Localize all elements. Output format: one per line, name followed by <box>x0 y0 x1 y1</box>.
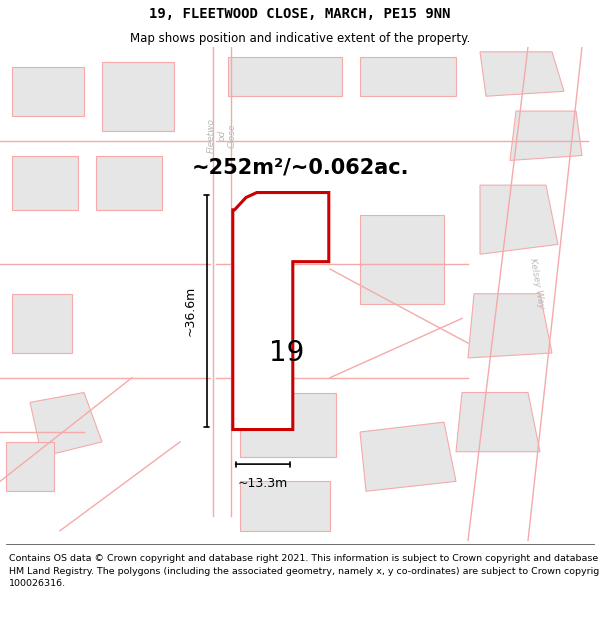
Polygon shape <box>240 392 336 457</box>
Polygon shape <box>240 481 330 531</box>
Text: Map shows position and indicative extent of the property.: Map shows position and indicative extent… <box>130 32 470 45</box>
Polygon shape <box>468 294 552 358</box>
Polygon shape <box>510 111 582 161</box>
Polygon shape <box>480 52 564 96</box>
Text: ~252m²/~0.062ac.: ~252m²/~0.062ac. <box>191 158 409 178</box>
Polygon shape <box>12 67 84 116</box>
Text: Kelsey Way: Kelsey Way <box>528 258 546 310</box>
Polygon shape <box>360 215 444 304</box>
Polygon shape <box>360 57 456 96</box>
Text: Contains OS data © Crown copyright and database right 2021. This information is : Contains OS data © Crown copyright and d… <box>9 554 600 588</box>
Polygon shape <box>30 392 102 457</box>
Text: ~36.6m: ~36.6m <box>184 286 197 336</box>
Text: 19, FLEETWOOD CLOSE, MARCH, PE15 9NN: 19, FLEETWOOD CLOSE, MARCH, PE15 9NN <box>149 7 451 21</box>
Polygon shape <box>12 156 78 210</box>
Polygon shape <box>233 192 329 429</box>
Text: 19: 19 <box>269 339 304 367</box>
Polygon shape <box>12 294 72 353</box>
Polygon shape <box>228 57 342 96</box>
Polygon shape <box>480 185 558 254</box>
Polygon shape <box>6 442 54 491</box>
Polygon shape <box>360 422 456 491</box>
Text: ~13.3m: ~13.3m <box>238 478 288 491</box>
Polygon shape <box>96 156 162 210</box>
Polygon shape <box>456 392 540 452</box>
Text: Fleetwo
od
Close: Fleetwo od Close <box>207 118 237 153</box>
Polygon shape <box>102 62 174 131</box>
